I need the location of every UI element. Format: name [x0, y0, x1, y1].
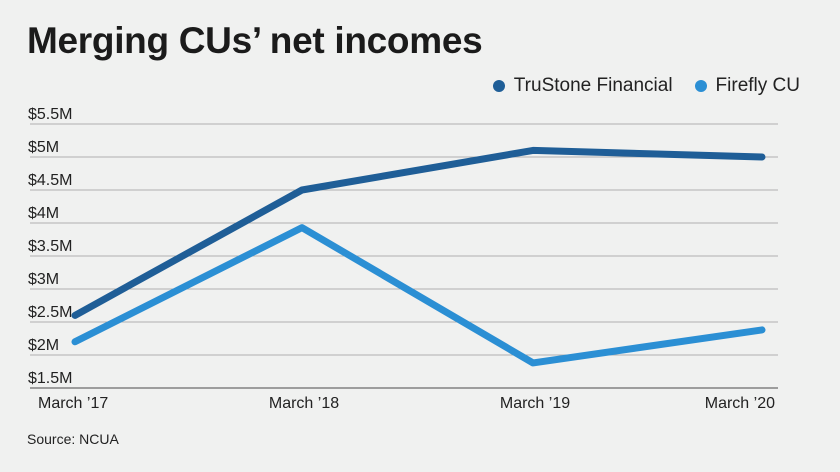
series-line-firefly [71, 224, 766, 367]
y-tick-label: $5M [28, 139, 59, 156]
y-tick-label: $1.5M [28, 370, 72, 387]
y-tick-label: $2M [28, 337, 59, 354]
x-tick-label: March ’18 [269, 395, 339, 412]
x-tick-label: March ’17 [38, 395, 108, 412]
y-tick-label: $2.5M [28, 304, 72, 321]
legend-item-trustone: TruStone Financial [492, 75, 673, 97]
y-tick-label: $4M [28, 205, 59, 222]
source-note: Source: NCUA [27, 431, 119, 447]
series-line-trustone [71, 146, 766, 319]
y-tick-label: $3.5M [28, 238, 72, 255]
y-tick-label: $5.5M [28, 106, 72, 123]
x-tick-label: March ’20 [705, 395, 775, 412]
legend: TruStone Financial Firefly CU [492, 75, 800, 97]
y-tick-label: $3M [28, 271, 59, 288]
legend-swatch-firefly [694, 80, 707, 92]
x-tick-label: March ’19 [500, 395, 570, 412]
legend-swatch-trustone [492, 80, 505, 92]
legend-label-firefly: Firefly CU [715, 75, 800, 96]
legend-item-firefly: Firefly CU [694, 75, 800, 97]
y-tick-label: $4.5M [28, 172, 72, 189]
chart-title: Merging CUs’ net incomes [27, 20, 483, 61]
legend-label-trustone: TruStone Financial [513, 75, 673, 96]
